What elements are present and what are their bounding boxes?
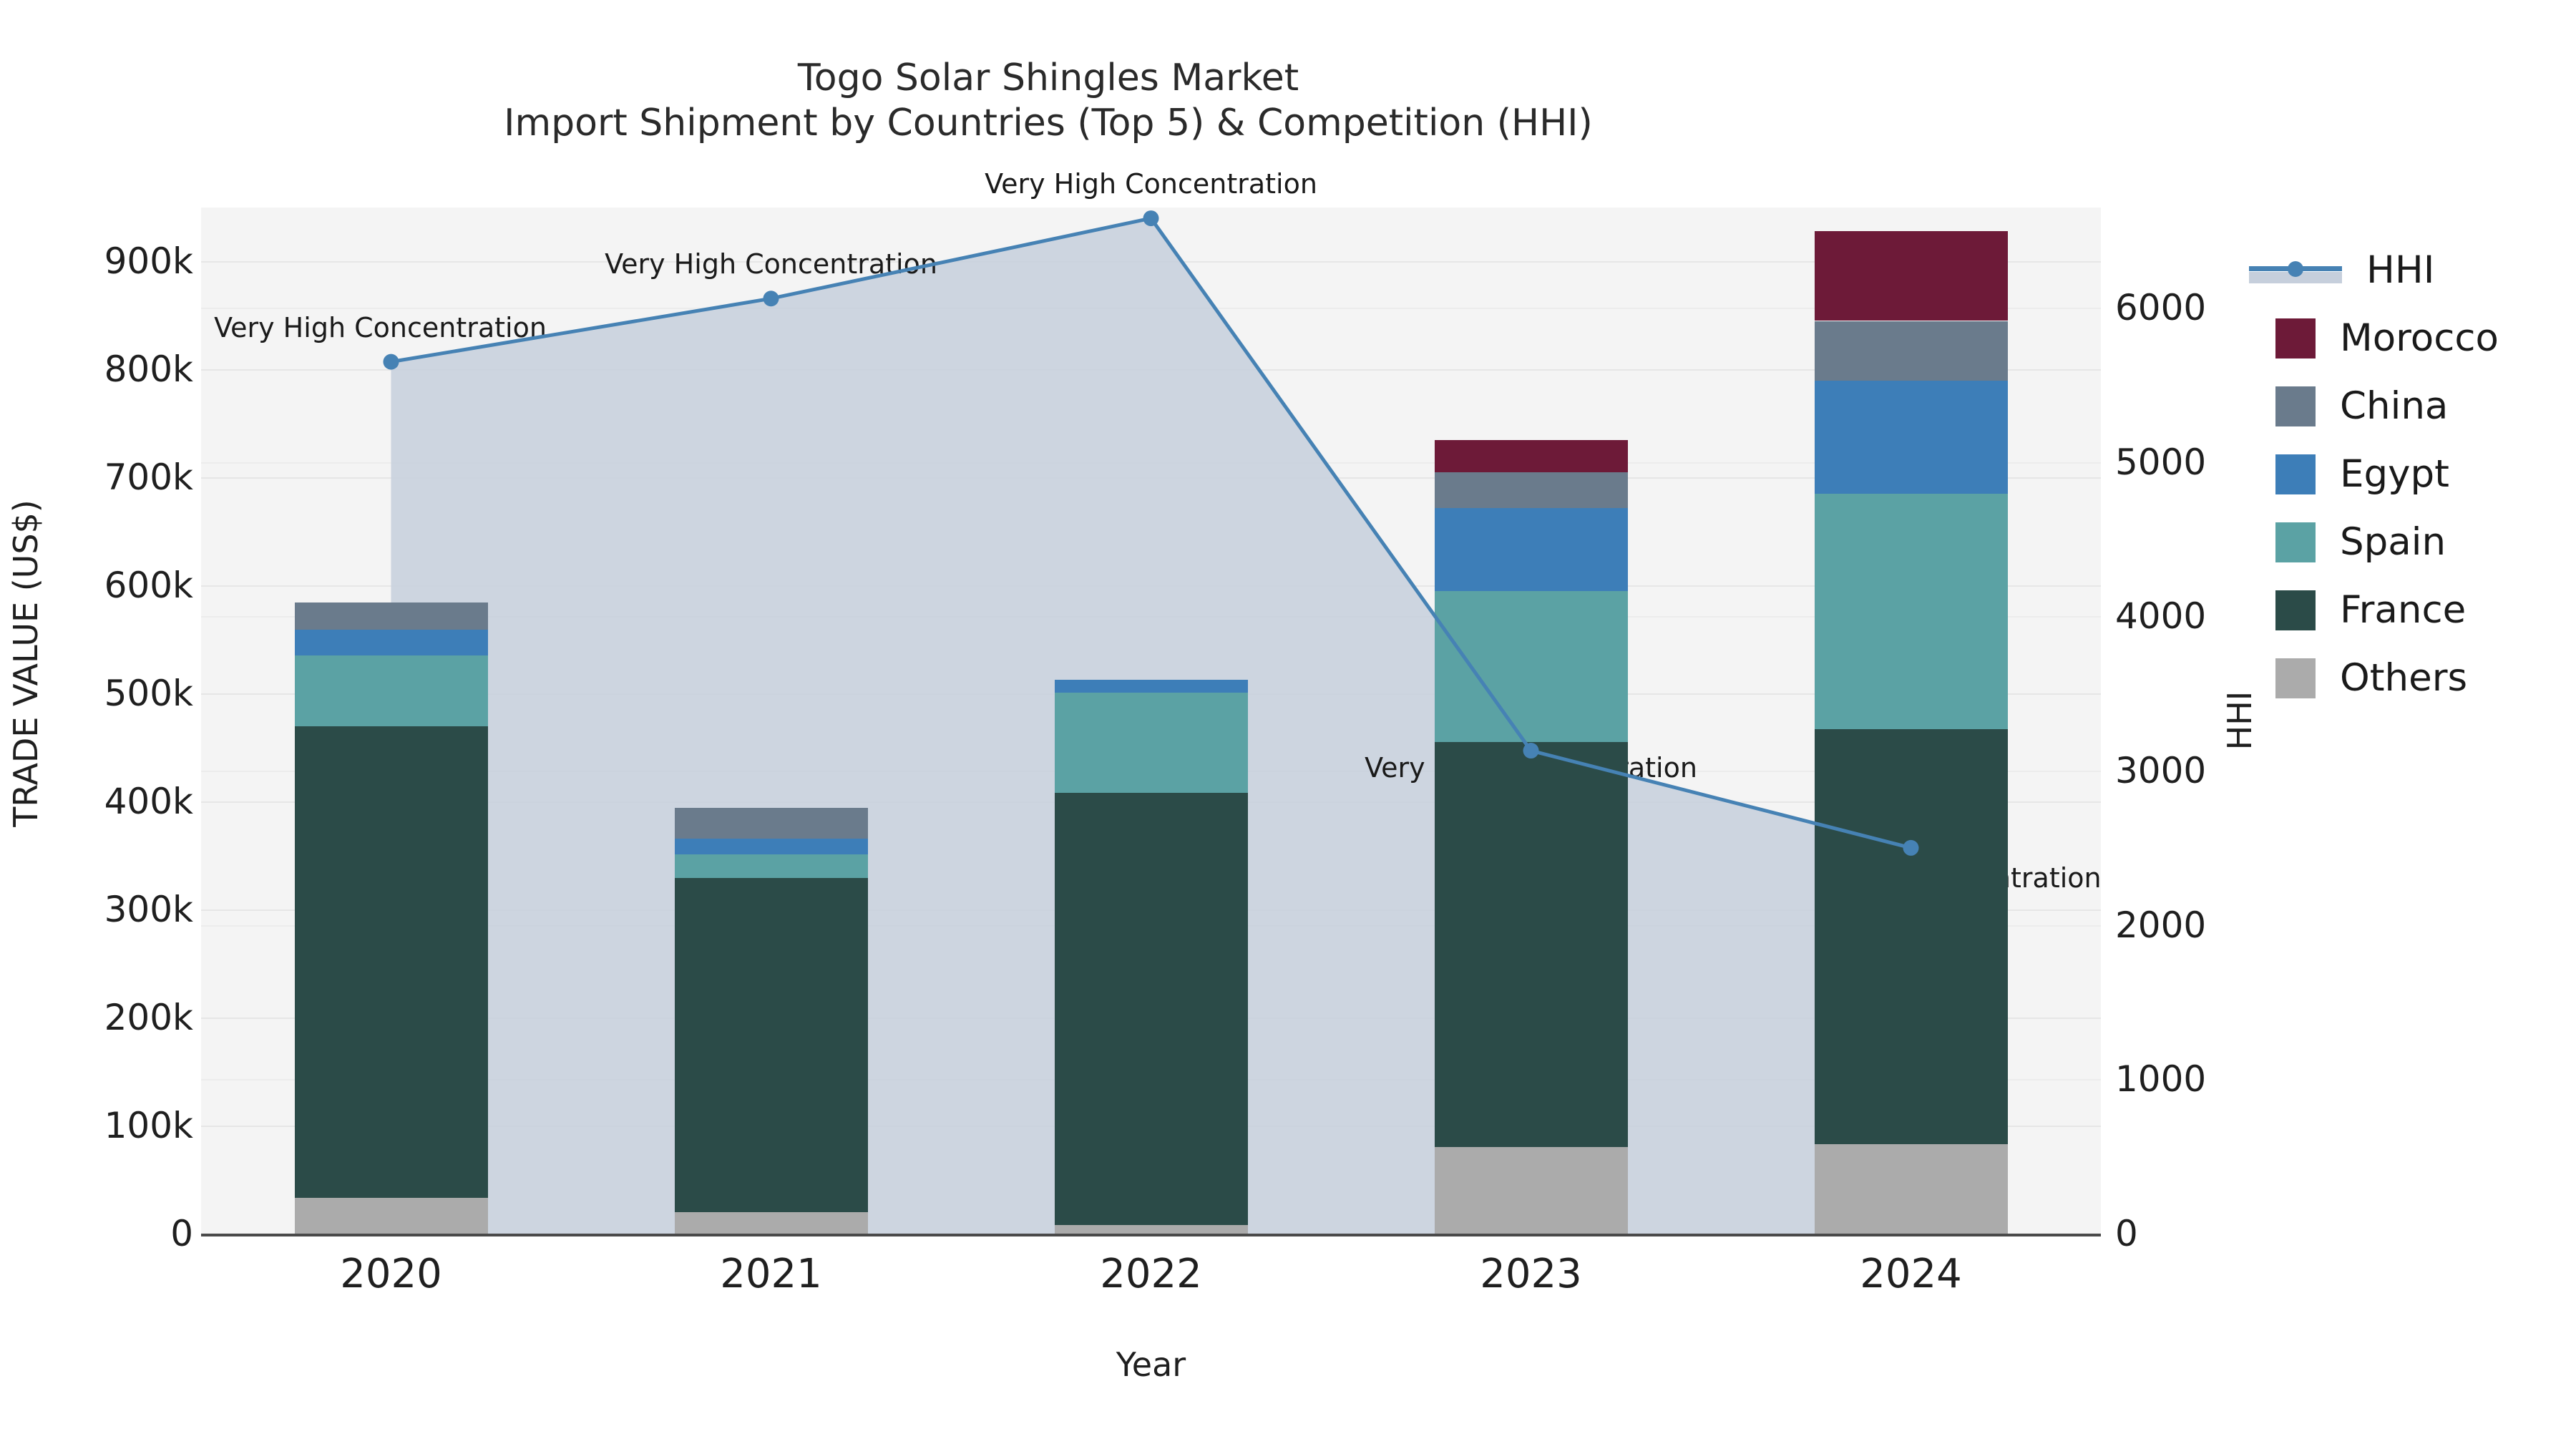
bar-segment-others-2024[interactable] bbox=[1814, 1143, 2008, 1234]
y-axis-tick-label: 900k bbox=[104, 240, 193, 283]
legend-swatch-egypt-icon bbox=[2275, 454, 2316, 494]
x-axis-tick-label-2021: 2021 bbox=[720, 1251, 822, 1297]
legend-swatch-morocco-icon bbox=[2275, 318, 2316, 358]
bar-stack-2021[interactable] bbox=[674, 808, 868, 1234]
bar-segment-china-2021[interactable] bbox=[674, 808, 868, 839]
legend-label: Others bbox=[2340, 656, 2468, 700]
legend-label: Morocco bbox=[2340, 316, 2499, 360]
legend-swatch-spain-icon bbox=[2275, 522, 2316, 562]
x-axis-tick-label-2022: 2022 bbox=[1100, 1251, 1202, 1297]
legend-label: China bbox=[2340, 384, 2449, 428]
legend-item-morocco[interactable]: Morocco bbox=[2275, 304, 2576, 372]
y-axis-tick-label: 200k bbox=[104, 997, 193, 1039]
bar-segment-egypt-2024[interactable] bbox=[1814, 380, 2008, 494]
y-axis-tick-label: 400k bbox=[104, 781, 193, 823]
bar-segment-spain-2023[interactable] bbox=[1434, 590, 1628, 743]
legend-swatch-others-icon bbox=[2275, 658, 2316, 698]
legend-item-france[interactable]: France bbox=[2275, 576, 2576, 644]
legend-label: France bbox=[2340, 588, 2467, 632]
y-axis-right-ticks: 0 1000 2000 3000 4000 5000 6000 bbox=[2109, 0, 2324, 1449]
legend-item-others[interactable]: Others bbox=[2275, 644, 2576, 712]
y-axis-tick-label: 600k bbox=[104, 565, 193, 607]
chart-legend: HHI Morocco China Egypt Spain France Others bbox=[2249, 236, 2576, 712]
bar-segment-france-2020[interactable] bbox=[294, 726, 488, 1199]
bar-segment-morocco-2024[interactable] bbox=[1814, 231, 2008, 321]
y2-axis-tick-label: 4000 bbox=[2115, 595, 2207, 638]
bar-segment-others-2022[interactable] bbox=[1054, 1224, 1248, 1234]
bar-segment-morocco-2023[interactable] bbox=[1434, 439, 1628, 472]
bar-segment-others-2023[interactable] bbox=[1434, 1147, 1628, 1234]
x-axis-tick-label-2020: 2020 bbox=[340, 1251, 442, 1297]
bar-segment-spain-2024[interactable] bbox=[1814, 494, 2008, 730]
bar-segment-egypt-2021[interactable] bbox=[674, 838, 868, 855]
bar-segment-egypt-2023[interactable] bbox=[1434, 507, 1628, 591]
legend-area-fill bbox=[2249, 271, 2342, 283]
x-axis-line bbox=[201, 1234, 2101, 1236]
chart-title-line1: Togo Solar Shingles Market bbox=[797, 57, 1299, 99]
legend-line-swatch-icon bbox=[2249, 250, 2342, 291]
legend-marker-dot bbox=[2288, 260, 2303, 277]
y-axis-tick-label: 300k bbox=[104, 889, 193, 931]
y-axis-left-ticks: 0 100k 200k 300k 400k 500k 600k 700k 800k 900k bbox=[0, 0, 195, 1449]
bar-segment-china-2024[interactable] bbox=[1814, 321, 2008, 381]
y-axis-tick-label: 800k bbox=[104, 348, 193, 391]
bar-segment-egypt-2020[interactable] bbox=[294, 630, 488, 656]
bar-segment-others-2020[interactable] bbox=[294, 1198, 488, 1234]
bar-stack-2024[interactable] bbox=[1814, 231, 2008, 1234]
legend-swatch-china-icon bbox=[2275, 386, 2316, 426]
bar-segment-egypt-2022[interactable] bbox=[1054, 679, 1248, 693]
bar-stack-2022[interactable] bbox=[1054, 679, 1248, 1234]
bar-segment-spain-2020[interactable] bbox=[294, 655, 488, 726]
bar-segment-spain-2022[interactable] bbox=[1054, 692, 1248, 794]
y2-axis-tick-label: 0 bbox=[2115, 1213, 2138, 1254]
legend-item-hhi[interactable]: HHI bbox=[2249, 236, 2576, 304]
legend-label: HHI bbox=[2366, 248, 2435, 292]
y2-axis-tick-label: 6000 bbox=[2115, 287, 2207, 329]
hhi-annotation-2022: Very High Concentration bbox=[985, 168, 1317, 200]
legend-swatch-france-icon bbox=[2275, 590, 2316, 630]
x-axis-tick-label-2024: 2024 bbox=[1860, 1251, 1962, 1297]
legend-label: Spain bbox=[2340, 520, 2446, 564]
y2-axis-tick-label: 3000 bbox=[2115, 750, 2207, 792]
legend-item-china[interactable]: China bbox=[2275, 372, 2576, 440]
y2-axis-tick-label: 2000 bbox=[2115, 904, 2207, 946]
bar-segment-france-2024[interactable] bbox=[1814, 729, 2008, 1144]
y-axis-tick-label: 700k bbox=[104, 457, 193, 499]
chart-title-line2: Import Shipment by Countries (Top 5) & C… bbox=[504, 102, 1593, 145]
bar-segment-china-2023[interactable] bbox=[1434, 472, 1628, 508]
y-axis-tick-label: 500k bbox=[104, 673, 193, 715]
bar-segment-france-2021[interactable] bbox=[674, 878, 868, 1212]
x-axis-title: Year bbox=[1116, 1345, 1186, 1384]
legend-item-egypt[interactable]: Egypt bbox=[2275, 440, 2576, 508]
bar-segment-china-2020[interactable] bbox=[294, 602, 488, 630]
bar-segment-france-2022[interactable] bbox=[1054, 793, 1248, 1225]
legend-item-spain[interactable]: Spain bbox=[2275, 508, 2576, 576]
page-title: Togo Solar Shingles Market Import Shipme… bbox=[0, 56, 2097, 147]
bar-segment-others-2021[interactable] bbox=[674, 1211, 868, 1234]
bar-stack-2023[interactable] bbox=[1434, 439, 1628, 1234]
y-axis-tick-label: 100k bbox=[104, 1105, 193, 1147]
y-axis-tick-label: 0 bbox=[170, 1213, 193, 1254]
bar-segment-france-2023[interactable] bbox=[1434, 742, 1628, 1148]
legend-label: Egypt bbox=[2340, 452, 2449, 496]
x-axis-tick-label-2023: 2023 bbox=[1480, 1251, 1582, 1297]
bar-segment-spain-2021[interactable] bbox=[674, 854, 868, 879]
bar-stack-2020[interactable] bbox=[294, 602, 488, 1234]
y2-axis-tick-label: 1000 bbox=[2115, 1058, 2207, 1101]
y2-axis-tick-label: 5000 bbox=[2115, 441, 2207, 483]
